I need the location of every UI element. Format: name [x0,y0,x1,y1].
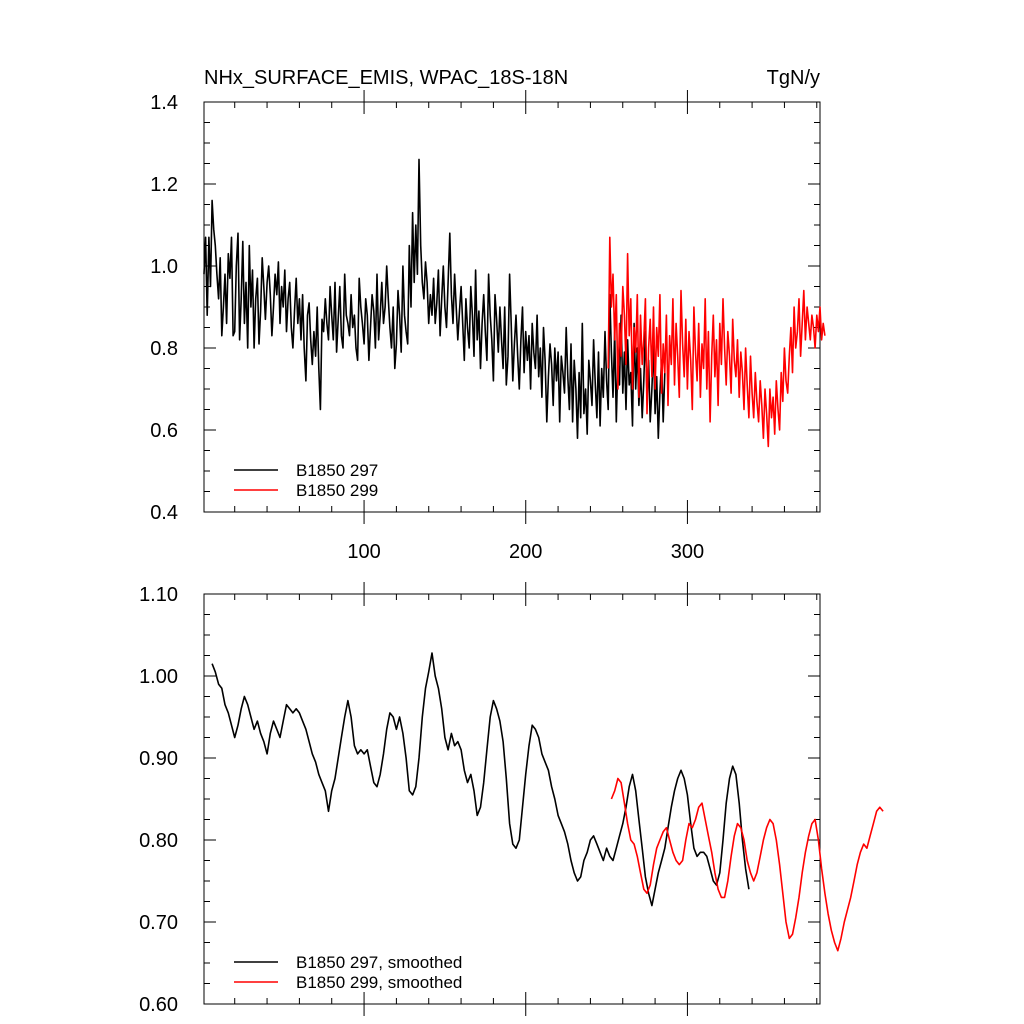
series-line-0 [203,158,666,439]
y-tick-label: 0.8 [150,338,178,360]
series-line-0 [211,652,750,907]
y-tick-label: 0.60 [139,994,178,1016]
units-label: TgN/y [767,67,820,89]
y-tick-label: 0.4 [150,502,178,524]
legend-label-1: B1850 299 [296,481,378,500]
y-tick-label: 0.70 [139,912,178,934]
y-tick-label: 0.80 [139,830,178,852]
x-tick-label: 200 [509,541,542,563]
y-tick-label: 1.2 [150,174,178,196]
legend-label-1: B1850 299, smoothed [296,973,462,992]
top-panel: NHx_SURFACE_EMIS, WPAC_18S-18N TgN/y 0.4… [150,67,826,563]
y-tick-label: 1.0 [150,256,178,278]
legend-label-0: B1850 297 [296,461,378,480]
legend-label-0: B1850 297, smoothed [296,953,462,972]
x-tick-label: 100 [347,541,380,563]
y-tick-label: 0.6 [150,420,178,442]
bottom-plot-frame [203,593,821,1005]
y-tick-label: 1.10 [139,584,178,606]
y-tick-label: 1.00 [139,666,178,688]
bottom-panel: 0.60 0.70 0.80 0.90 1.00 1.10 B1850 297, smoo… [139,582,884,1016]
y-tick-label: 0.90 [139,748,178,770]
series-line-1 [607,236,826,448]
top-plot-frame [203,101,821,513]
series-line-1 [610,777,884,952]
y-tick-label: 1.4 [150,92,178,114]
x-tick-label: 300 [671,541,704,563]
chart-title: NHx_SURFACE_EMIS, WPAC_18S-18N [204,67,568,89]
